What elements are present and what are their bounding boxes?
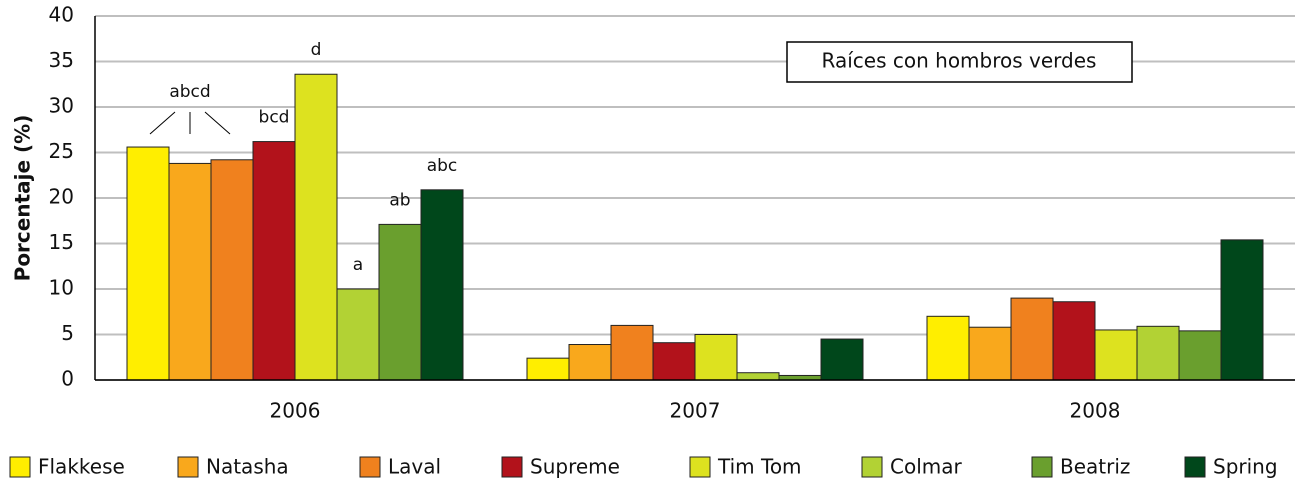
bar xyxy=(694,334,738,381)
y-tick-label: 25 xyxy=(49,139,74,163)
bar xyxy=(378,223,422,381)
bar xyxy=(420,189,464,381)
y-tick-label: 40 xyxy=(49,3,74,27)
x-tick-label: 2006 xyxy=(270,399,321,423)
annotation-box xyxy=(786,41,1133,83)
legend-swatch xyxy=(861,456,883,478)
connector xyxy=(204,111,231,135)
significance-letter: bcd xyxy=(259,108,290,128)
bar xyxy=(1220,239,1264,381)
legend-swatch xyxy=(9,456,31,478)
bar xyxy=(1136,325,1180,381)
legend-label: Colmar xyxy=(890,455,962,479)
bar xyxy=(568,344,612,381)
y-tick-label: 0 xyxy=(61,367,74,391)
significance-letter: ab xyxy=(389,190,410,210)
bar xyxy=(126,146,170,381)
significance-letter: a xyxy=(353,255,363,275)
bar xyxy=(1094,329,1138,381)
legend-swatch xyxy=(501,456,523,478)
bar xyxy=(968,326,1012,381)
legend-label: Beatriz xyxy=(1060,455,1130,479)
bar xyxy=(168,162,212,381)
connector xyxy=(149,111,176,135)
y-tick-label: 10 xyxy=(49,276,74,300)
significance-letter: abc xyxy=(427,156,458,176)
bar xyxy=(294,73,338,381)
legend-label: Laval xyxy=(388,455,441,479)
legend-label: Flakkese xyxy=(38,455,125,479)
legend-label: Spring xyxy=(1213,455,1278,479)
letter-connectors xyxy=(149,111,231,135)
legend-swatch xyxy=(1184,456,1206,478)
bar xyxy=(820,338,864,381)
legend-label: Supreme xyxy=(530,455,620,479)
x-tick-label: 2008 xyxy=(1070,399,1121,423)
legend-swatch xyxy=(359,456,381,478)
bar xyxy=(1178,330,1222,381)
bar xyxy=(1052,301,1096,381)
bars xyxy=(126,73,1264,381)
bar xyxy=(1010,297,1054,381)
bar xyxy=(210,159,254,381)
legend-swatch xyxy=(1031,456,1053,478)
legend-label: Tim Tom xyxy=(717,455,802,479)
legend-swatch xyxy=(689,456,711,478)
bar xyxy=(336,288,380,381)
bar xyxy=(926,315,970,381)
bar xyxy=(252,141,296,381)
y-tick-label: 5 xyxy=(61,321,74,345)
x-tick-label: 2007 xyxy=(670,399,721,423)
y-tick-label: 20 xyxy=(49,185,74,209)
y-tick-label: 30 xyxy=(49,94,74,118)
y-axis-label: Porcentaje (%) xyxy=(11,115,35,282)
bar xyxy=(526,357,570,381)
significance-letter: abcd xyxy=(169,82,210,102)
bar xyxy=(610,324,654,381)
annotation: Raíces con hombros verdes xyxy=(822,49,1097,73)
bar xyxy=(652,342,696,381)
bar xyxy=(736,372,780,381)
legend-label: Natasha xyxy=(206,455,289,479)
y-tick-label: 35 xyxy=(49,48,74,72)
legend-swatch xyxy=(177,456,199,478)
significance-letter: d xyxy=(311,40,322,60)
y-tick-label: 15 xyxy=(49,230,74,254)
